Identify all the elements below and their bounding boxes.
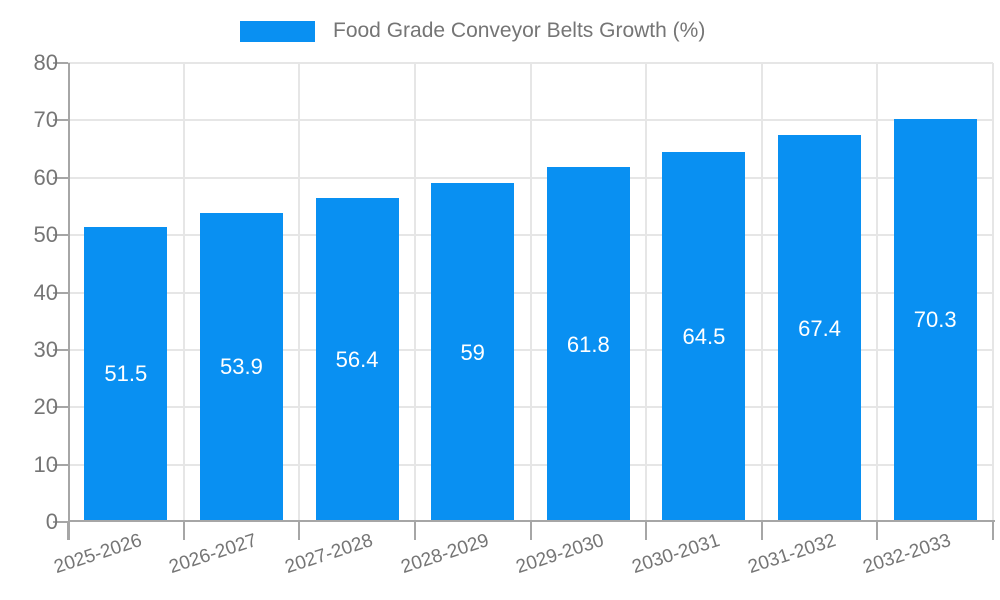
y-axis-tick bbox=[53, 348, 68, 351]
y-axis-tick bbox=[53, 119, 68, 122]
gridline-vertical bbox=[760, 63, 763, 522]
x-axis-tick bbox=[413, 522, 416, 540]
y-axis-tick bbox=[53, 176, 68, 179]
bar-value-label: 67.4 bbox=[798, 315, 841, 341]
legend[interactable]: Food Grade Conveyor Belts Growth (%) bbox=[240, 19, 705, 43]
gridline-vertical bbox=[529, 63, 532, 522]
bar-value-label: 70.3 bbox=[913, 307, 957, 333]
gridline-vertical bbox=[992, 63, 994, 522]
x-axis-tick bbox=[645, 522, 648, 540]
bar-value-label: 53.9 bbox=[220, 354, 263, 380]
bar[interactable]: 59 bbox=[431, 183, 515, 522]
gridline-vertical bbox=[876, 63, 879, 522]
y-axis-tick-label: 50 bbox=[33, 222, 58, 248]
y-axis-tick bbox=[53, 62, 68, 64]
y-axis-tick-label: 80 bbox=[33, 50, 58, 75]
bar[interactable]: 56.4 bbox=[315, 198, 399, 522]
bar[interactable]: 61.8 bbox=[546, 167, 630, 522]
gridline-vertical bbox=[298, 63, 301, 522]
y-axis-tick-label: 70 bbox=[33, 107, 58, 133]
x-axis-tick bbox=[182, 522, 185, 540]
y-axis-tick-label: 20 bbox=[33, 394, 58, 420]
x-axis-tick bbox=[992, 522, 994, 540]
bar-value-label: 64.5 bbox=[682, 323, 726, 349]
bar-value-label: 59 bbox=[460, 339, 485, 365]
x-axis-tick bbox=[298, 522, 301, 540]
x-axis-tick bbox=[760, 522, 763, 540]
legend-label: Food Grade Conveyor Belts Growth (%) bbox=[333, 19, 706, 42]
y-axis-tick bbox=[53, 463, 68, 466]
bar[interactable]: 51.5 bbox=[84, 226, 168, 522]
gridline-vertical bbox=[182, 63, 185, 522]
y-axis-tick bbox=[53, 521, 68, 523]
y-axis-tick bbox=[53, 291, 68, 294]
y-axis-tick-label: 30 bbox=[33, 336, 58, 362]
bar[interactable]: 64.5 bbox=[662, 151, 746, 522]
y-axis-tick bbox=[53, 234, 68, 237]
x-axis-line bbox=[68, 520, 995, 522]
legend-swatch bbox=[240, 20, 315, 42]
plot-area: 0 10 20 30 40 50 60 70 80 51.5 53.9 56.4 59 61.8 64.5 6… bbox=[34, 50, 995, 578]
bar-value-label: 51.5 bbox=[104, 361, 148, 387]
y-axis-tick-label: 10 bbox=[33, 451, 58, 477]
y-axis-tick bbox=[53, 406, 68, 409]
bar-value-label: 56.4 bbox=[335, 347, 379, 373]
bar-value-label: 61.8 bbox=[566, 331, 610, 357]
bar[interactable]: 53.9 bbox=[199, 212, 283, 522]
x-axis-tick bbox=[529, 522, 532, 540]
bar[interactable]: 70.3 bbox=[893, 118, 977, 522]
y-axis-tick-label: 60 bbox=[33, 164, 58, 190]
y-axis-tick-label: 0 bbox=[45, 509, 58, 534]
gridline-vertical bbox=[413, 63, 416, 522]
y-axis-tick-label: 40 bbox=[33, 279, 58, 305]
x-axis-tick bbox=[876, 522, 879, 540]
y-axis-line bbox=[68, 63, 70, 540]
bar[interactable]: 67.4 bbox=[778, 135, 862, 522]
gridline-vertical bbox=[645, 63, 648, 522]
